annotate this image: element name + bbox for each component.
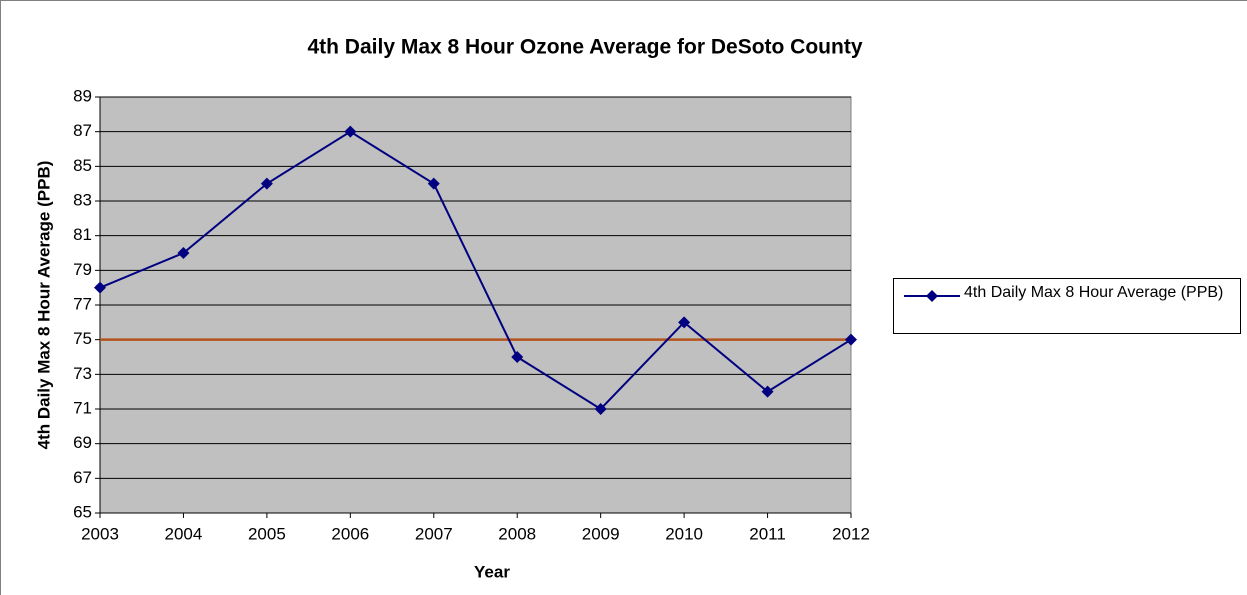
x-tick-label: 2006 (331, 524, 369, 543)
x-axis-label: Year (474, 562, 510, 581)
y-tick-label: 69 (73, 433, 92, 452)
legend-marker (926, 290, 938, 302)
y-tick-label: 85 (73, 156, 92, 175)
y-tick-label: 73 (73, 364, 92, 383)
series-line (99, 130, 852, 411)
y-tick-label: 77 (73, 294, 92, 313)
legend-swatch (904, 290, 960, 302)
chart-title: 4th Daily Max 8 Hour Ozone Average for D… (307, 36, 862, 59)
x-tick-label: 2008 (498, 524, 536, 543)
x-tick-label: 2007 (415, 524, 453, 543)
x-tick-label: 2003 (81, 524, 119, 543)
x-tick-label: 2005 (248, 524, 286, 543)
x-tick-label: 2010 (665, 524, 703, 543)
y-tick-label: 71 (73, 398, 92, 417)
y-axis-label: 4th Daily Max 8 Hour Average (PPB) (34, 161, 53, 450)
x-tick-label: 2012 (832, 524, 870, 543)
legend-label: 4th Daily Max 8 Hour Average (PPB) (964, 284, 1224, 301)
data-point (678, 316, 691, 329)
x-tick-label: 2004 (165, 524, 203, 543)
y-tick-label: 79 (73, 260, 92, 279)
x-tick-label: 2009 (582, 524, 620, 543)
data-point (761, 385, 774, 398)
y-tick-label: 87 (73, 121, 92, 140)
data-point (427, 177, 440, 190)
y-tick-label: 89 (73, 86, 92, 105)
data-point (511, 351, 524, 363)
data-point (177, 247, 190, 259)
data-point (94, 281, 106, 294)
y-tick-label: 65 (73, 502, 92, 521)
data-point (344, 125, 357, 138)
y-tick-label: 83 (73, 190, 92, 209)
data-point (845, 333, 857, 346)
legend: 4th Daily Max 8 Hour Average (PPB) (893, 278, 1241, 334)
data-point (594, 403, 607, 415)
x-tick-label: 2011 (749, 524, 786, 543)
data-point (260, 177, 273, 190)
y-tick-label: 75 (73, 329, 92, 348)
y-tick-label: 81 (73, 225, 92, 244)
y-tick-label: 67 (73, 468, 92, 487)
